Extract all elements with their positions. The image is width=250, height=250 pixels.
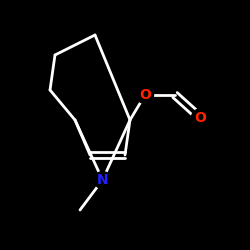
Text: O: O [139,88,151,102]
Circle shape [192,109,208,126]
Circle shape [136,86,154,104]
Circle shape [94,172,111,188]
Text: N: N [97,173,108,187]
Text: O: O [194,110,206,124]
